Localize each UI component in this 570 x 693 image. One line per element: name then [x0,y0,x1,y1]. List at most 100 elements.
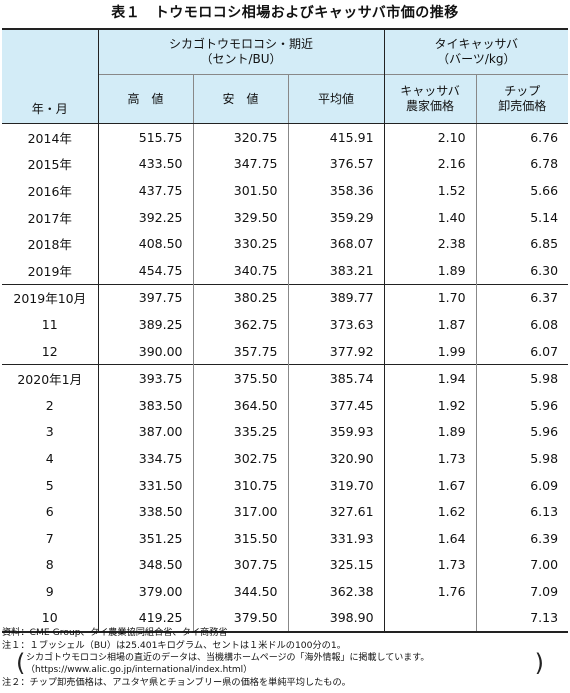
row-label: 5 [45,477,54,493]
cell-farm-price: 1.62 [383,498,477,525]
cell-chip-price: 6.37 [475,283,569,312]
cell-low: 317.00 [192,498,288,525]
cell-low: 307.75 [192,551,288,579]
cell-farm-price: 1.76 [383,578,477,605]
cell-chip-price: 6.39 [475,524,569,552]
row-label: 2018年 [27,237,72,253]
header-chip-price: チップ 卸売価格 [475,74,569,124]
row-label: 9 [45,583,54,599]
cell-high: 397.75 [97,283,193,312]
cell-farm-price: 2.38 [383,230,477,257]
cell-high: 515.75 [97,123,193,151]
cell-chip-price: 7.00 [475,551,569,579]
row-label: 10 [2,604,98,634]
row-label: 2019年 [27,263,72,279]
header-year-month: 年・月 [2,28,98,124]
table-row: 12 390.00 357.75 377.92 1.99 6.07 [2,337,569,365]
cell-chip-price: 5.14 [475,203,569,231]
cell-average: 362.38 [287,578,385,605]
header-group-corn-line2: （セント/BU） [200,52,282,66]
table-row: 2015年 433.50 347.75 376.57 2.16 6.78 [2,150,569,178]
cell-low: 315.50 [192,524,288,552]
cell-average: 319.70 [287,471,385,499]
cell-high: 392.25 [97,203,193,231]
cell-average: 398.90 [287,604,385,634]
cell-low: 301.50 [192,177,288,204]
cell-high: 383.50 [97,391,193,419]
cell-farm-price: 1.52 [383,177,477,204]
cell-average: 376.57 [287,150,385,178]
cell-high: 419.25 [97,604,193,634]
cell-chip-price: 6.78 [475,150,569,178]
cell-chip-price: 7.13 [475,604,569,634]
row-label: 11 [41,316,58,332]
cell-average: 373.63 [287,311,385,338]
table-row: 2018年 408.50 330.25 368.07 2.38 6.85 [2,230,569,257]
header-group-cassava-line1: タイキャッサバ [434,37,519,51]
cell-high: 348.50 [97,551,193,579]
cell-farm-price: 1.89 [383,256,477,285]
cell-high: 433.50 [97,150,193,178]
cell-low: 329.50 [192,203,288,231]
cell-average: 377.92 [287,337,385,365]
cell-chip-price: 7.09 [475,578,569,605]
cell-high: 454.75 [97,256,193,285]
row-label: 2019年10月 [2,283,98,312]
row-label: 12 [41,343,58,359]
table-title: 表１ トウモロコシ相場およびキャッサバ市価の推移 [111,5,459,21]
right-paren: ) [534,649,544,677]
cell-farm-price [383,604,477,634]
row-label: 2014年 [27,130,72,146]
cell-low: 330.25 [192,230,288,257]
table-row: 8 348.50 307.75 325.15 1.73 7.00 [2,551,569,579]
row-label: 2016年 [27,183,72,199]
cell-farm-price: 2.16 [383,150,477,178]
table-row: 11 389.25 362.75 373.63 1.87 6.08 [2,311,569,338]
header-group-cassava: タイキャッサバ （バーツ/kg） [383,28,569,75]
cell-farm-price: 1.70 [383,283,477,312]
row-label: 4 [45,450,54,466]
table-row: 7 351.25 315.50 331.93 1.64 6.39 [2,524,569,552]
cell-farm-price: 1.99 [383,337,477,365]
cell-average: 385.74 [287,364,385,392]
cell-high: 351.25 [97,524,193,552]
cell-high: 390.00 [97,337,193,365]
note-1: 注１：１ブッシェル（BU）は25.401キログラム、セントは１米ドルの100分の… [2,640,346,651]
row-label: 3 [45,424,54,440]
cell-farm-price: 1.87 [383,311,477,338]
source-note: 資料：CME Group、タイ農業協同組合省、タイ商務省 [2,627,228,638]
cell-chip-price: 5.66 [475,177,569,204]
cell-average: 320.90 [287,445,385,472]
cell-chip-price: 5.96 [475,418,569,446]
cell-average: 368.07 [287,230,385,257]
header-high: 高 値 [97,74,193,124]
cell-high: 331.50 [97,471,193,499]
cell-low: 375.50 [192,364,288,392]
cell-chip-price: 6.85 [475,230,569,257]
header-farm-price-line1: キャッサバ [400,84,460,98]
cell-chip-price: 6.30 [475,256,569,285]
header-group-cassava-line2: （バーツ/kg） [437,52,516,66]
cell-farm-price: 1.89 [383,418,477,446]
cell-low: 357.75 [192,337,288,365]
header-chip-price-line2: 卸売価格 [498,99,547,113]
cell-average: 359.29 [287,203,385,231]
cell-chip-price: 5.98 [475,364,569,392]
cell-average: 389.77 [287,283,385,312]
cell-low: 380.25 [192,283,288,312]
cell-average: 415.91 [287,123,385,151]
cell-high: 338.50 [97,498,193,525]
cell-low: 347.75 [192,150,288,178]
cell-high: 389.25 [97,311,193,338]
table-row: 3 387.00 335.25 359.93 1.89 5.96 [2,418,569,446]
cell-chip-price: 6.08 [475,311,569,338]
cell-farm-price: 1.94 [383,364,477,392]
cell-average: 358.36 [287,177,385,204]
table-row: 2019年10月 397.75 380.25 389.77 1.70 6.37 [2,283,569,312]
row-label: 2 [45,397,54,413]
cell-low: 362.75 [192,311,288,338]
header-farm-price: キャッサバ 農家価格 [383,74,477,124]
table-row: 2017年 392.25 329.50 359.29 1.40 5.14 [2,203,569,231]
row-label: 2015年 [27,157,72,173]
